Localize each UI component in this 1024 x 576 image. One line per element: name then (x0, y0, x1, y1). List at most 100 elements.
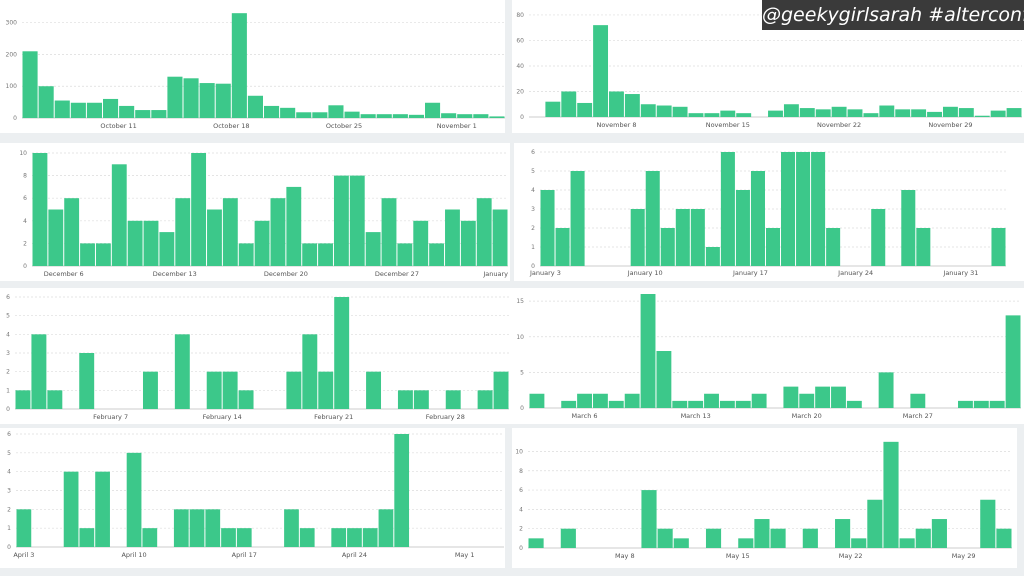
chart-4-xtick-label: February 7 (93, 413, 128, 421)
chart-7-ytick-label: 4 (519, 506, 523, 513)
chart-0-ytick-label: 300 (6, 20, 18, 27)
chart-2-bar (111, 164, 127, 266)
chart-7-bar (641, 490, 657, 548)
chart-2-bar (32, 153, 48, 266)
chart-3-bar (630, 209, 645, 266)
chart-5-xtick-label: March 27 (903, 412, 933, 420)
chart-3-xtick-label: January 24 (837, 269, 873, 277)
chart-5-bar (561, 400, 577, 408)
chart-4-ytick-label: 6 (6, 294, 10, 301)
chart-0-xtick-label: October 25 (326, 122, 362, 130)
chart-1-bar (783, 104, 799, 117)
chart-1-bar (895, 109, 911, 117)
chart-4-ytick-label: 2 (6, 369, 10, 376)
chart-3-bar (645, 171, 660, 266)
chart-0-bar (473, 114, 489, 118)
chart-4-bar (366, 371, 382, 409)
chart-1-bar (624, 94, 640, 117)
chart-5-ytick-label: 0 (520, 405, 524, 412)
chart-2-bar (397, 243, 413, 266)
chart-0-bar (199, 83, 215, 118)
chart-3-bar (826, 228, 841, 266)
chart-6-bar (63, 471, 79, 547)
chart-6-bar (299, 528, 315, 547)
chart-1-xtick-label: November 22 (817, 121, 861, 129)
chart-0-xtick-label: October 18 (213, 122, 249, 130)
chart-3-bar (675, 209, 690, 266)
chart-2-ytick-label: 2 (23, 240, 27, 247)
chart-6-ytick-label: 2 (7, 506, 11, 513)
chart-4-bar (238, 390, 254, 409)
chart-5-bar (577, 393, 592, 408)
chart-1-bar (942, 106, 958, 117)
chart-3-bar (540, 190, 555, 266)
chart-7-bar (915, 528, 931, 548)
chart-5-bar (1005, 315, 1021, 408)
chart-4-bar (79, 353, 95, 409)
chart-5-bar (608, 400, 624, 408)
chart-7-bar (899, 538, 915, 548)
chart-6-xtick-label: April 24 (342, 551, 367, 559)
chart-1-bar (577, 102, 593, 117)
chart-2-bar (413, 220, 429, 266)
chart-1-bar (958, 108, 974, 117)
chart-2-bar (349, 175, 365, 266)
chart-0-bar (135, 110, 151, 118)
chart-5-bar (751, 393, 767, 408)
chart-1-bar (911, 109, 927, 117)
chart-6-bar (205, 509, 221, 547)
chart-1-xtick-label: November 8 (596, 121, 636, 129)
chart-6-bar (79, 528, 95, 547)
chart-0-bar (457, 114, 473, 118)
chart-5-ytick-label: 10 (516, 334, 524, 341)
chart-5-bar (704, 393, 719, 408)
chart-7-ytick-label: 2 (519, 526, 523, 533)
chart-3-bar (811, 152, 826, 266)
chart-7-bar (851, 538, 867, 548)
chart-4-xtick-label: February 21 (314, 413, 353, 421)
chart-4-ytick-label: 4 (6, 331, 10, 338)
chart-3-bar (991, 228, 1006, 266)
chart-5-bar (815, 386, 831, 408)
chart-0-bar (441, 113, 457, 118)
chart-5-bar (973, 400, 989, 408)
chart-5-bar (799, 393, 815, 408)
chart-3-xtick-label: January 17 (732, 269, 768, 277)
chart-0-xtick-label: October 11 (100, 122, 136, 130)
chart-5-ytick-label: 5 (520, 369, 524, 376)
chart-5-bar (719, 400, 735, 408)
chart-2-xtick-label: December 20 (264, 270, 308, 278)
chart-1-bar (815, 109, 831, 117)
chart-5-bar (624, 393, 640, 408)
chart-4-bar (493, 371, 509, 409)
chart-7-ytick-label: 8 (519, 468, 523, 475)
chart-6-bar (221, 528, 236, 547)
chart-0-bar (70, 102, 86, 118)
chart-5-xtick-label: March 6 (572, 412, 598, 420)
chart-7-bar (673, 538, 689, 548)
chart-6-xtick-label: May 1 (455, 551, 475, 559)
chart-3-bar (765, 228, 781, 266)
chart-2-bar (365, 232, 381, 266)
chart-0-ytick-label: 100 (6, 83, 18, 90)
chart-2-bar (159, 232, 175, 266)
chart-5-bar (783, 386, 799, 408)
chart-4-bar (302, 334, 318, 409)
watermark-handle: @geekygirlsarah #alterconf (762, 0, 1024, 30)
chart-4-ytick-label: 3 (6, 350, 10, 357)
chart-6-bar (95, 471, 110, 547)
chart-3-ytick-label: 5 (531, 168, 535, 175)
chart-0-bar (247, 95, 263, 118)
chart-5-bar (989, 400, 1005, 408)
chart-2: 0 2 4 6 8 10 December 6 December 13 December 20 D… (19, 150, 508, 278)
chart-1-bar (1006, 108, 1022, 117)
chart-0-bar (54, 100, 70, 118)
chart-0-xtick-label: November 1 (437, 122, 477, 130)
chart-2-bar (238, 243, 254, 266)
chart-1-bar (593, 25, 609, 117)
chart-1-bar (799, 108, 815, 117)
chart-0-bar (360, 114, 376, 118)
chart-4-bar (397, 390, 413, 409)
chart-7-bar (528, 538, 544, 548)
chart-0-bar (22, 51, 38, 119)
